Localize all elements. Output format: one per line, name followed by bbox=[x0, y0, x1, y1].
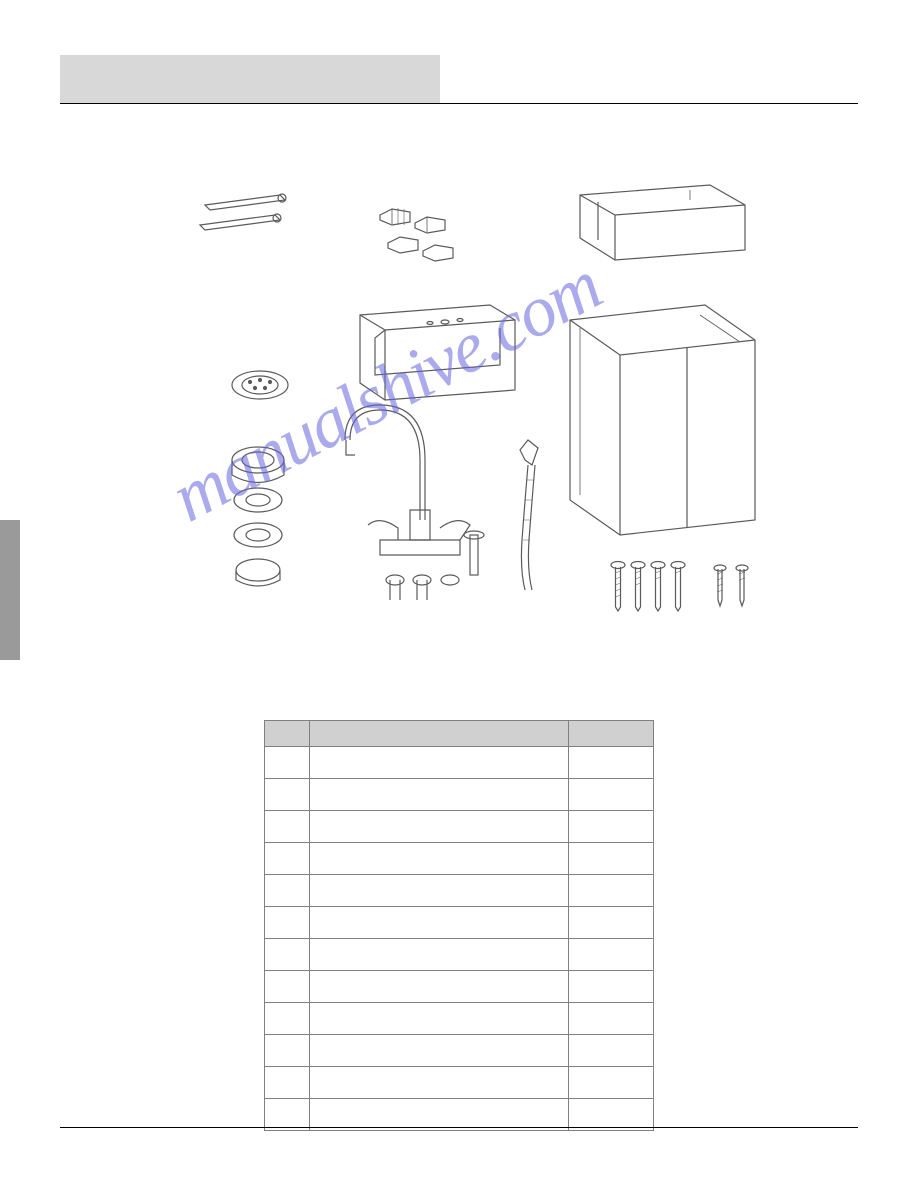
parts-table bbox=[264, 720, 654, 1131]
cabinet-icon bbox=[570, 305, 755, 535]
screws-icon bbox=[714, 565, 748, 606]
table-row bbox=[265, 843, 654, 875]
table-header-cell bbox=[265, 721, 310, 747]
table-header-cell bbox=[309, 721, 568, 747]
drain-rings-icon bbox=[232, 447, 284, 586]
table-row bbox=[265, 1035, 654, 1067]
table-header-cell bbox=[569, 721, 654, 747]
table-row bbox=[265, 971, 654, 1003]
table-row bbox=[265, 1003, 654, 1035]
header-bar bbox=[60, 55, 440, 103]
table-row bbox=[265, 811, 654, 843]
knobs-icon bbox=[380, 208, 453, 261]
table-row bbox=[265, 939, 654, 971]
table-row bbox=[265, 1067, 654, 1099]
bolts-icon bbox=[611, 562, 685, 612]
header-divider bbox=[60, 103, 858, 104]
page-container: manualshive.com bbox=[0, 0, 918, 1188]
table-row bbox=[265, 1099, 654, 1131]
table-row bbox=[265, 779, 654, 811]
faucet-icon bbox=[345, 405, 484, 600]
table-row bbox=[265, 875, 654, 907]
sprayer-icon bbox=[520, 440, 538, 590]
side-tab bbox=[0, 520, 20, 660]
tray-icon bbox=[580, 185, 745, 260]
table-header-row bbox=[265, 721, 654, 747]
handles-icon bbox=[200, 194, 286, 230]
sink-basin-icon bbox=[360, 305, 515, 400]
table-row bbox=[265, 907, 654, 939]
footer-divider bbox=[60, 1127, 858, 1128]
strainer-top-icon bbox=[232, 371, 288, 399]
table-row bbox=[265, 747, 654, 779]
table-body bbox=[265, 747, 654, 1131]
parts-diagram bbox=[150, 180, 770, 640]
